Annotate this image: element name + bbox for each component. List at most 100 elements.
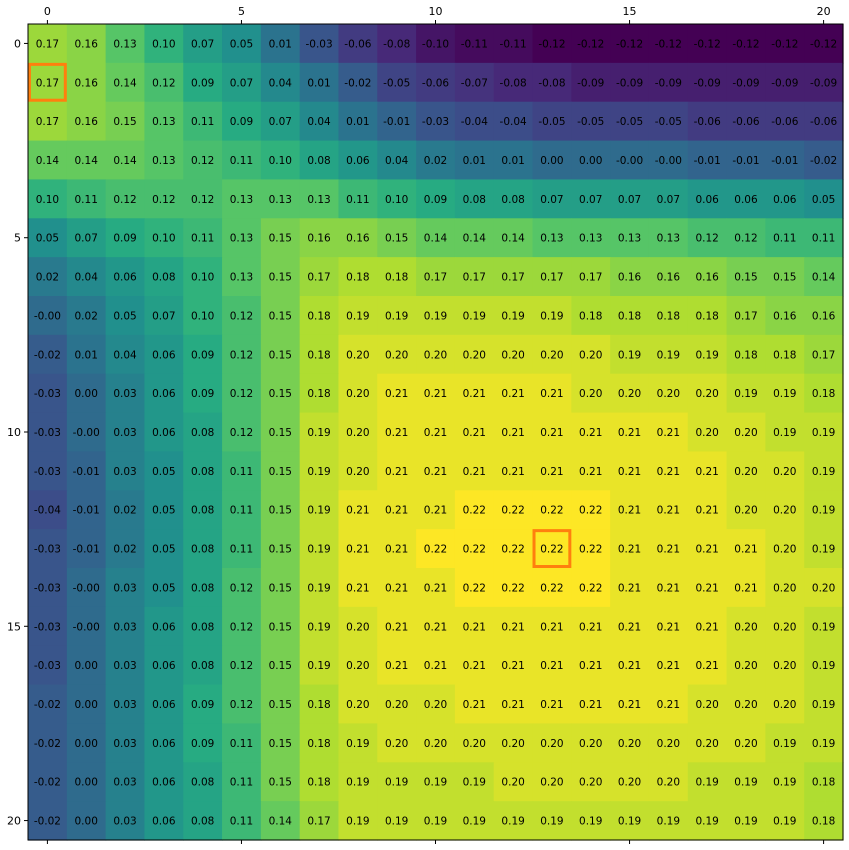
cell-value-label: -0.06 bbox=[422, 77, 449, 89]
heatmap-cell bbox=[338, 24, 378, 64]
cell-value-label: 0.20 bbox=[346, 388, 369, 400]
heatmap-cell-labels: 0.17 0.16 0.13 0.10 0.07 0.05 0.01 -0.03 -0.06 -0… bbox=[34, 38, 838, 827]
heatmap-cell bbox=[144, 373, 184, 414]
heatmap-cell bbox=[28, 179, 68, 219]
heatmap-cell bbox=[726, 645, 766, 686]
cell-value-label: 0.19 bbox=[540, 310, 563, 322]
cell-value-label: -0.12 bbox=[732, 38, 759, 50]
cell-value-label: 0.12 bbox=[230, 310, 253, 322]
heatmap-cell bbox=[493, 723, 534, 763]
heatmap-cell bbox=[454, 218, 495, 258]
heatmap-cell bbox=[765, 451, 805, 491]
cell-value-label: 0.11 bbox=[230, 505, 253, 517]
cell-value-label: 0.19 bbox=[385, 310, 408, 322]
cell-value-label: 0.21 bbox=[385, 427, 408, 439]
heatmap-cell bbox=[416, 451, 456, 491]
cell-value-label: 0.19 bbox=[734, 388, 757, 400]
cell-value-label: 0.20 bbox=[734, 505, 757, 517]
cell-value-label: 0.01 bbox=[463, 155, 486, 167]
cell-value-label: 0.03 bbox=[113, 660, 136, 672]
heatmap-cell bbox=[338, 218, 378, 258]
heatmap-cell bbox=[687, 723, 728, 763]
cell-value-label: 0.19 bbox=[540, 816, 563, 828]
cell-value-label: 0.18 bbox=[657, 310, 680, 322]
heatmap-cell bbox=[726, 451, 766, 491]
heatmap-cell bbox=[454, 645, 495, 686]
cell-value-label: 0.18 bbox=[307, 310, 330, 322]
heatmap-cell bbox=[726, 606, 766, 647]
heatmap-cell bbox=[493, 412, 534, 453]
heatmap-cell bbox=[726, 140, 766, 181]
heatmap-cell bbox=[532, 762, 572, 802]
heatmap-cell bbox=[571, 801, 611, 841]
x-tick-label: 10 bbox=[429, 5, 443, 18]
cell-value-label: 0.03 bbox=[113, 582, 136, 594]
cell-value-label: 0.06 bbox=[113, 272, 137, 284]
cell-value-label: 0.20 bbox=[812, 582, 835, 594]
heatmap-cell bbox=[299, 684, 340, 725]
cell-value-label: 0.22 bbox=[579, 505, 602, 517]
heatmap-cell bbox=[416, 179, 456, 219]
heatmap-cell bbox=[532, 334, 572, 375]
cell-value-label: 0.20 bbox=[773, 699, 796, 711]
cell-value-label: 0.17 bbox=[463, 272, 486, 284]
cell-value-label: 0.15 bbox=[269, 427, 292, 439]
heatmap-cell bbox=[105, 801, 146, 841]
heatmap-cell bbox=[648, 451, 689, 491]
cell-value-label: 0.06 bbox=[152, 777, 176, 789]
heatmap-cell bbox=[338, 529, 378, 569]
heatmap-cell bbox=[454, 606, 495, 647]
cell-value-label: 0.13 bbox=[269, 194, 292, 206]
cell-value-label: 0.21 bbox=[695, 582, 718, 594]
cell-value-label: 0.20 bbox=[618, 388, 641, 400]
heatmap-cell bbox=[804, 606, 844, 647]
heatmap-cell bbox=[377, 62, 417, 103]
cell-value-label: 0.14 bbox=[812, 272, 836, 284]
heatmap-cell bbox=[454, 179, 495, 219]
heatmap-cell bbox=[648, 568, 689, 608]
cell-value-label: 0.21 bbox=[657, 699, 680, 711]
cell-value-label: 0.16 bbox=[307, 233, 331, 245]
heatmap-cell bbox=[493, 62, 534, 103]
heatmap-cell bbox=[687, 24, 728, 64]
heatmap-cell bbox=[260, 529, 301, 569]
cell-value-label: 0.18 bbox=[773, 349, 796, 361]
heatmap-cell bbox=[377, 296, 417, 336]
cell-value-label: 0.19 bbox=[346, 310, 369, 322]
heatmap-cell bbox=[377, 529, 417, 569]
heatmap-cell bbox=[299, 568, 340, 608]
heatmap-cell bbox=[804, 451, 844, 491]
heatmap-cell bbox=[144, 218, 184, 258]
cell-value-label: -0.03 bbox=[422, 116, 449, 128]
cell-value-label: -0.02 bbox=[344, 77, 371, 89]
cell-value-label: 0.01 bbox=[307, 77, 330, 89]
heatmap-cell bbox=[28, 762, 68, 802]
heatmap-cell bbox=[726, 218, 766, 258]
heatmap-cell bbox=[299, 490, 340, 530]
cell-value-label: 0.22 bbox=[424, 544, 447, 556]
cell-value-label: 0.17 bbox=[36, 116, 59, 128]
heatmap-cell bbox=[377, 373, 417, 414]
y-tick-label: 5 bbox=[14, 232, 21, 245]
heatmap-cell bbox=[28, 257, 68, 297]
cell-value-label: 0.15 bbox=[269, 272, 292, 284]
heatmap-cell bbox=[105, 490, 146, 530]
cell-value-label: 0.16 bbox=[812, 310, 836, 322]
heatmap-cell bbox=[454, 801, 495, 841]
cell-value-label: 0.09 bbox=[191, 388, 214, 400]
cell-value-label: 0.21 bbox=[501, 466, 524, 478]
heatmap-cell bbox=[726, 412, 766, 453]
heatmap-cell bbox=[532, 179, 572, 219]
heatmap-cell bbox=[416, 645, 456, 686]
heatmap-cell bbox=[299, 296, 340, 336]
cell-value-label: 0.21 bbox=[501, 660, 524, 672]
cell-value-label: 0.18 bbox=[812, 777, 835, 789]
cell-value-label: -0.02 bbox=[34, 699, 61, 711]
cell-value-label: 0.15 bbox=[269, 544, 292, 556]
cell-value-label: 0.00 bbox=[75, 738, 98, 750]
heatmap-cell bbox=[610, 723, 650, 763]
heatmap-cell bbox=[222, 412, 262, 453]
cell-value-label: 0.05 bbox=[152, 466, 175, 478]
cell-value-label: 0.21 bbox=[540, 660, 563, 672]
heatmap-cell bbox=[454, 257, 495, 297]
